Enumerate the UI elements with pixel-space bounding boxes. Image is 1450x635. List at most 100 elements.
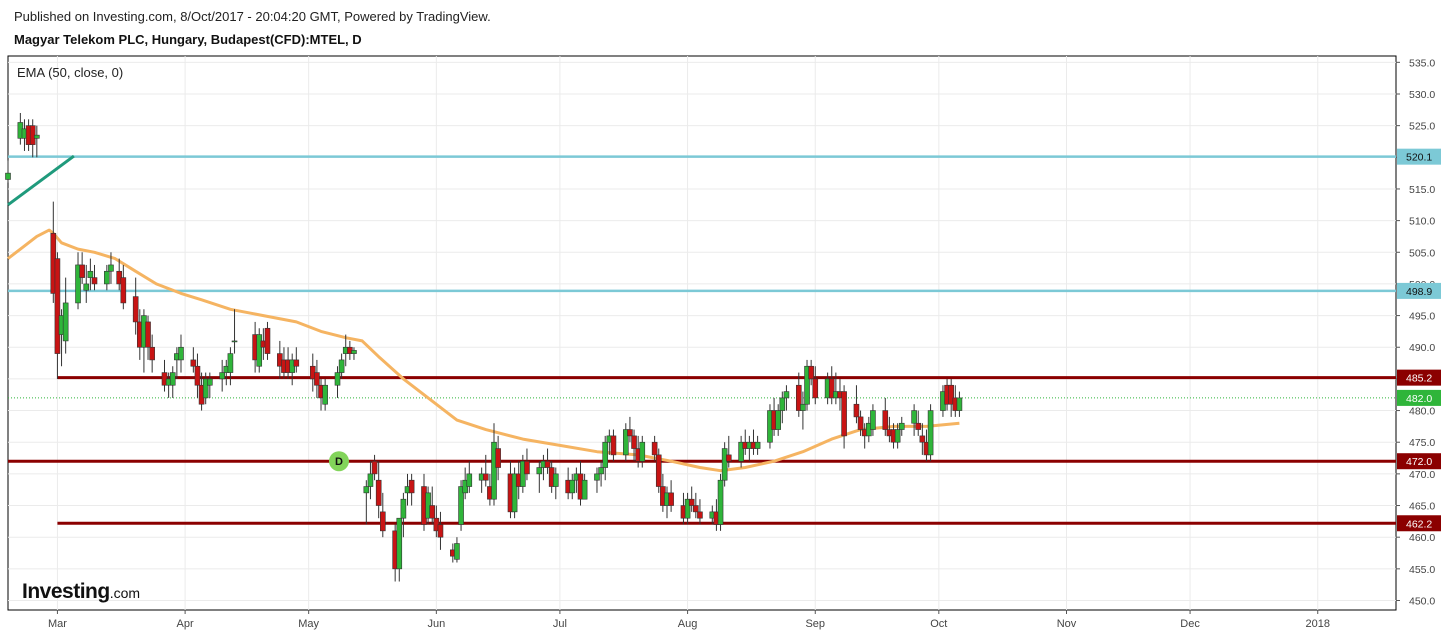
candle	[697, 499, 703, 525]
candle-body	[800, 403, 806, 411]
x-tick-label: 2018	[1306, 618, 1330, 630]
candle	[458, 480, 464, 531]
candle	[264, 321, 271, 360]
candle-body	[598, 467, 604, 475]
candle	[437, 511, 444, 550]
candle-body	[804, 365, 810, 405]
y-tick-label: 490.0	[1409, 342, 1435, 354]
candle-body	[697, 511, 703, 519]
candle-body	[396, 517, 403, 570]
candle	[400, 492, 407, 538]
candle	[62, 277, 69, 354]
candle	[639, 435, 646, 468]
candle-body	[841, 391, 847, 437]
candle-body	[738, 441, 744, 462]
candle-body	[400, 498, 407, 519]
candle	[34, 125, 40, 158]
candle-body	[911, 410, 917, 424]
candle-body	[651, 441, 658, 456]
investing-logo[interactable]: Investing.com	[22, 580, 140, 604]
candle	[783, 385, 790, 411]
candle	[804, 359, 810, 411]
plot-area	[7, 55, 1397, 611]
candle	[466, 461, 473, 493]
candle-body	[338, 359, 345, 373]
x-tick-label: Nov	[1057, 618, 1077, 630]
candle-body	[429, 505, 436, 519]
candle-body	[334, 372, 341, 386]
candle	[623, 423, 629, 462]
candle	[511, 467, 518, 519]
candle	[688, 486, 695, 512]
price-tag-bg	[1397, 148, 1441, 165]
candle-body	[919, 435, 926, 443]
candle	[54, 252, 61, 379]
candle	[684, 492, 691, 525]
x-tick-label: Jul	[553, 618, 567, 630]
x-tick-label: Aug	[678, 618, 698, 630]
candle-body	[684, 498, 691, 519]
candle-body	[569, 479, 576, 494]
candle	[454, 537, 460, 563]
candle	[380, 492, 386, 538]
y-tick-label: 460.0	[1409, 532, 1435, 544]
candle-body	[190, 359, 197, 367]
candle	[375, 461, 382, 519]
candle-body	[363, 486, 370, 494]
candle	[75, 252, 81, 310]
candle	[693, 492, 699, 519]
candle-body	[894, 429, 901, 443]
candle-body	[104, 270, 110, 285]
horizontal-lines	[8, 155, 1396, 525]
candle-body	[655, 454, 662, 487]
price-tag-bg	[1397, 515, 1441, 532]
candle-body	[207, 378, 213, 386]
candle	[598, 461, 604, 487]
candle-body	[227, 353, 234, 373]
candle	[169, 366, 176, 398]
price-tag-bg	[1397, 389, 1441, 406]
candle	[104, 264, 110, 291]
candle	[956, 391, 963, 417]
candle	[857, 410, 864, 436]
candle	[717, 473, 724, 531]
candle-body	[524, 460, 530, 475]
candle	[87, 258, 94, 291]
candle	[927, 404, 934, 462]
candle	[371, 454, 378, 481]
candle-body	[602, 441, 609, 468]
candle-body	[145, 321, 151, 348]
candle-body	[631, 435, 637, 449]
candle-body	[870, 410, 876, 430]
candle-body	[812, 378, 819, 399]
y-tick-label: 530.0	[1409, 89, 1435, 101]
candle	[853, 385, 860, 424]
candle	[594, 467, 600, 493]
candle-body	[779, 397, 786, 411]
candle	[808, 359, 814, 386]
candle-body	[828, 378, 835, 399]
candle-body	[380, 511, 386, 532]
candle-body	[458, 486, 464, 525]
candle-body	[623, 429, 629, 456]
y-tick-label: 470.0	[1409, 469, 1435, 481]
candle	[351, 347, 357, 360]
x-tick-label: May	[298, 618, 319, 630]
candle	[898, 416, 905, 436]
x-axis: Mar Apr May Jun Jul Aug Sep Oct Nov Dec 2018	[48, 610, 1330, 630]
price-tags: 520.1 498.9 485.2 472.0 462.2 482.0	[1397, 148, 1441, 532]
candle	[948, 378, 954, 417]
candle-body	[552, 473, 559, 487]
candle-body	[857, 416, 864, 430]
x-tick-label: Mar	[48, 618, 67, 630]
x-tick-label: Sep	[805, 618, 825, 630]
candle-body	[408, 479, 415, 494]
candle	[779, 391, 786, 424]
candles	[5, 112, 963, 582]
price-tag-label: 462.2	[1406, 518, 1432, 530]
y-tick-label: 525.0	[1409, 121, 1435, 133]
candle-body	[775, 410, 781, 430]
candle-body	[367, 473, 374, 487]
candle	[194, 353, 201, 398]
